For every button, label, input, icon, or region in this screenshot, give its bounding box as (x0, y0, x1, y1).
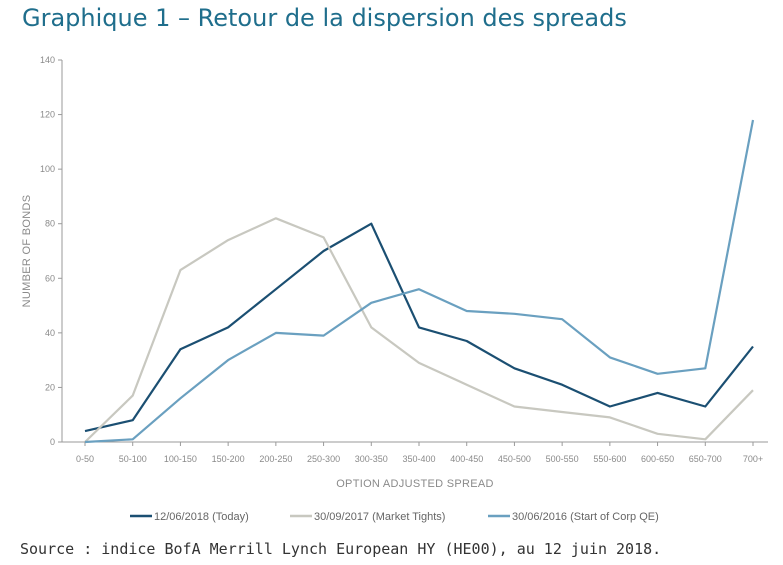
x-tick-label: 250-300 (307, 454, 340, 464)
x-tick-label: 300-350 (355, 454, 388, 464)
x-tick-label: 650-700 (689, 454, 722, 464)
y-tick-label: 120 (40, 110, 55, 120)
chart-series-lines (84, 119, 755, 444)
legend-label-1: 12/06/2018 (Today) (154, 511, 249, 523)
x-tick-label: 350-400 (402, 454, 435, 464)
x-tick-label: 500-550 (546, 454, 579, 464)
series-line-3 (84, 119, 755, 444)
y-axis-title: NUMBER OF BONDS (21, 195, 33, 308)
source-note: Source : indice BofA Merrill Lynch Europ… (20, 540, 662, 558)
series-line-2 (84, 217, 754, 443)
x-tick-label: 600-650 (641, 454, 674, 464)
y-tick-label: 80 (45, 219, 55, 229)
x-tick-label: 200-250 (259, 454, 292, 464)
series-line-1 (84, 222, 754, 433)
x-tick-label: 100-150 (164, 454, 197, 464)
x-tick-label: 450-500 (498, 454, 531, 464)
chart-ticks: 0 20 40 60 80 100 120 140 0-50 50-100 100-150 150-2… (40, 55, 763, 464)
y-tick-label: 0 (50, 437, 55, 447)
x-axis-title: OPTION ADJUSTED SPREAD (336, 478, 494, 490)
legend-label-3: 30/06/2016 (Start of Corp QE) (512, 511, 659, 523)
y-tick-label: 100 (40, 164, 55, 174)
chart-axes (61, 60, 768, 443)
y-tick-label: 140 (40, 55, 55, 65)
legend-label-2: 30/09/2017 (Market Tights) (314, 511, 445, 523)
chart-title: Graphique 1 – Retour de la dispersion de… (22, 4, 627, 32)
x-tick-label: 50-100 (119, 454, 147, 464)
chart-legend: 12/06/2018 (Today) 30/09/2017 (Market Tig… (130, 511, 659, 523)
x-tick-label: 550-600 (593, 454, 626, 464)
y-tick-label: 20 (45, 382, 55, 392)
x-tick-label: 700+ (743, 454, 763, 464)
x-tick-label: 0-50 (76, 454, 94, 464)
x-tick-label: 150-200 (212, 454, 245, 464)
x-tick-label: 400-450 (450, 454, 483, 464)
line-chart: 0 20 40 60 80 100 120 140 0-50 50-100 100-150 150-2… (21, 55, 768, 523)
y-tick-label: 60 (45, 273, 55, 283)
y-tick-label: 40 (45, 328, 55, 338)
